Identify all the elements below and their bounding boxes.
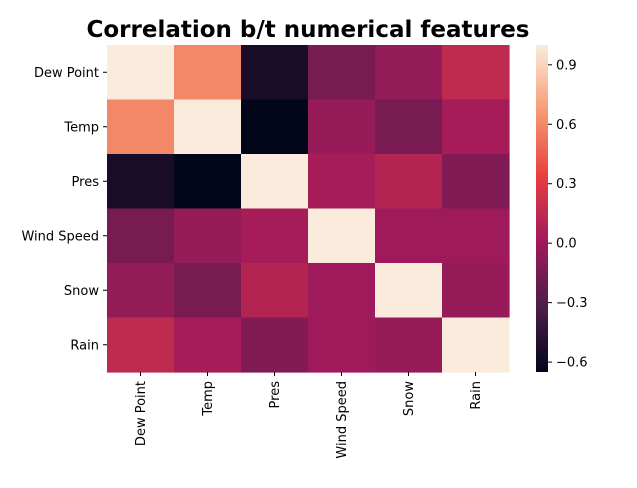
heatmap-cell [442, 317, 510, 373]
heatmap-cell [174, 99, 242, 155]
colorbar-tick-label: −0.3 [556, 296, 588, 311]
heatmap-cell [442, 45, 510, 101]
heatmap-cell [241, 263, 309, 319]
heatmap-cell [442, 263, 510, 319]
y-tick-label: Rain [70, 338, 99, 353]
y-tick-label: Temp [63, 120, 99, 135]
heatmap-cells [107, 45, 510, 373]
x-axis-ticks: Dew Point Temp Pres Wind Speed Snow Rain [134, 372, 484, 459]
colorbar-tick-label: 0.9 [556, 58, 577, 73]
colorbar-tick-label: 0.0 [556, 237, 577, 252]
heatmap-cell [375, 317, 443, 373]
heatmap-cell [107, 99, 175, 155]
y-tick-label: Dew Point [34, 66, 99, 81]
heatmap-cell [308, 317, 376, 373]
heatmap-cell [174, 154, 242, 210]
heatmap-cell [442, 208, 510, 264]
heatmap-cell [308, 263, 376, 319]
heatmap-cell [174, 263, 242, 319]
heatmap-cell [241, 154, 309, 210]
heatmap-cell [107, 208, 175, 264]
heatmap-cell [107, 263, 175, 319]
y-tick-label: Snow [64, 284, 99, 299]
heatmap-cell [241, 208, 309, 264]
colorbar-tick-label: −0.6 [556, 356, 588, 371]
y-axis-ticks: Dew Point Temp Pres Wind Speed Snow Rain [21, 66, 107, 353]
heatmap-cell [174, 208, 242, 264]
heatmap-cell [308, 154, 376, 210]
heatmap-cell [241, 99, 309, 155]
heatmap-cell [375, 45, 443, 101]
x-tick-label: Snow [402, 381, 417, 416]
x-tick-label: Wind Speed [335, 381, 350, 459]
x-tick-label: Rain [469, 381, 484, 410]
heatmap-cell [241, 45, 309, 101]
chart-title: Correlation b/t numerical features [86, 17, 529, 43]
heatmap-cell [174, 45, 242, 101]
heatmap-cell [241, 317, 309, 373]
y-tick-label: Wind Speed [21, 229, 99, 244]
colorbar-tick-label: 0.6 [556, 118, 577, 133]
heatmap-cell [308, 45, 376, 101]
heatmap-cell [375, 99, 443, 155]
heatmap-cell [107, 45, 175, 101]
heatmap-cell [375, 263, 443, 319]
heatmap-cell [308, 99, 376, 155]
heatmap-cell [308, 208, 376, 264]
y-tick-label: Pres [72, 175, 100, 190]
heatmap-cell [375, 208, 443, 264]
heatmap-cell [375, 154, 443, 210]
heatmap-cell [107, 154, 175, 210]
x-tick-label: Temp [201, 381, 216, 417]
colorbar-ticks: −0.6 −0.3 0.0 0.3 0.6 0.9 [548, 58, 588, 371]
x-tick-label: Dew Point [134, 381, 149, 446]
x-tick-label: Pres [268, 381, 283, 409]
heatmap-cell [442, 99, 510, 155]
colorbar [536, 45, 548, 372]
heatmap-cell [442, 154, 510, 210]
colorbar-tick-label: 0.3 [556, 177, 577, 192]
heatmap-cell [107, 317, 175, 373]
heatmap-cell [174, 317, 242, 373]
